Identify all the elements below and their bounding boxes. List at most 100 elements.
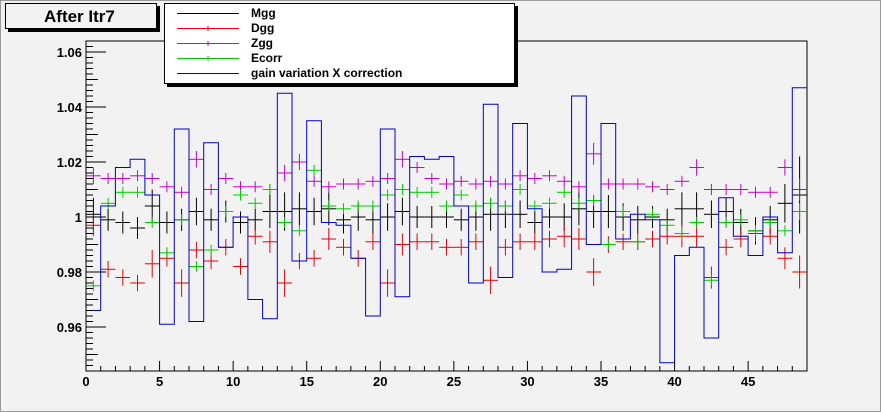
point-ecorr	[218, 206, 234, 217]
point-ecorr	[233, 189, 248, 201]
y-tick-label: 1.06	[57, 45, 82, 60]
point-zgg	[130, 170, 145, 182]
point-zgg	[365, 175, 381, 187]
point-dgg	[189, 241, 204, 259]
point-mgg	[409, 206, 425, 228]
point-dgg	[365, 233, 381, 250]
point-mgg	[453, 208, 469, 231]
point-zgg	[115, 173, 131, 184]
point-dgg	[762, 228, 778, 245]
point-mgg	[262, 195, 278, 228]
y-tick-label: 1.02	[57, 155, 82, 170]
point-zgg	[659, 184, 675, 195]
point-zgg	[792, 178, 807, 201]
point-zgg	[277, 164, 292, 182]
point-dgg	[277, 269, 292, 297]
point-ecorr	[674, 228, 690, 239]
point-dgg	[380, 269, 395, 297]
axis-layer: 0 5 10 15 20 25 30 35 40 45 0.96 0.98 1 1.02 1.04 1.06	[57, 40, 808, 389]
point-mgg	[292, 192, 307, 226]
point-ecorr	[468, 200, 484, 212]
point-dgg	[645, 230, 660, 248]
point-zgg	[144, 173, 160, 184]
point-ecorr	[762, 217, 778, 228]
point-ecorr	[453, 189, 469, 201]
point-zgg	[498, 178, 513, 190]
x-tick-label: 15	[299, 374, 313, 389]
point-zgg	[704, 184, 719, 195]
point-zgg	[100, 173, 116, 184]
point-zgg	[247, 181, 263, 193]
point-zgg	[86, 167, 101, 184]
point-dgg	[527, 233, 543, 250]
legend-label-zgg: Zgg	[251, 36, 273, 50]
x-tick-label: 40	[667, 374, 681, 389]
legend-entry-ecorr: Ecorr	[165, 51, 514, 66]
point-ecorr	[365, 200, 381, 212]
point-dgg	[512, 233, 528, 250]
point-ecorr	[262, 184, 278, 195]
point-mgg	[512, 200, 528, 228]
legend-symbol-ecorr	[177, 56, 239, 61]
point-dgg	[586, 258, 601, 286]
legend-symbol-mgg	[177, 13, 239, 14]
point-ecorr	[748, 225, 763, 237]
legend-label-mgg: Mgg	[251, 6, 276, 20]
point-dgg	[203, 252, 219, 270]
y-tick-label: 0.98	[57, 265, 82, 280]
point-mgg	[380, 203, 395, 231]
point-ecorr	[498, 200, 513, 212]
point-zgg	[380, 173, 395, 184]
point-mgg	[115, 211, 131, 234]
chart-title: After Itr7	[5, 3, 157, 29]
point-ecorr	[630, 236, 646, 248]
legend-entry-mgg: Mgg	[165, 6, 514, 21]
point-dgg	[571, 228, 587, 250]
point-ecorr	[704, 274, 719, 286]
point-mgg	[424, 206, 440, 228]
x-tick-label: 35	[594, 374, 608, 389]
x-tick-label: 45	[741, 374, 755, 389]
legend-label-dgg: Dgg	[251, 21, 275, 35]
point-ecorr	[336, 203, 351, 215]
point-zgg	[645, 181, 660, 193]
point-dgg	[424, 233, 440, 250]
point-dgg	[498, 239, 513, 256]
point-mgg	[630, 206, 646, 234]
point-zgg	[439, 178, 454, 190]
point-mgg	[100, 208, 116, 231]
point-mgg	[203, 208, 219, 231]
point-ecorr	[174, 214, 189, 226]
point-dgg	[144, 250, 160, 278]
point-ecorr	[571, 197, 587, 209]
point-ecorr	[115, 186, 131, 198]
point-ecorr	[733, 214, 749, 226]
point-zgg	[395, 151, 410, 168]
point-mgg	[527, 211, 543, 234]
x-tick-label: 5	[156, 374, 163, 389]
point-dgg	[306, 250, 322, 267]
x-tick-label: 30	[520, 374, 534, 389]
point-mgg	[777, 184, 793, 223]
point-zgg	[468, 178, 484, 190]
point-dgg	[395, 233, 410, 256]
point-ecorr	[556, 186, 572, 198]
point-ecorr	[792, 203, 807, 220]
point-mgg	[233, 211, 248, 234]
y-tick-label: 0.96	[57, 320, 82, 335]
point-dgg	[100, 261, 116, 278]
point-ecorr	[512, 184, 528, 195]
point-zgg	[453, 175, 469, 187]
point-zgg	[292, 153, 307, 171]
x-tick-label: 25	[447, 374, 461, 389]
point-ecorr	[100, 197, 116, 209]
point-zgg	[159, 181, 175, 193]
point-dgg	[718, 239, 734, 256]
legend-entry-zgg: Zgg	[165, 36, 514, 51]
point-zgg	[586, 142, 601, 165]
legend-symbol-gain-correction	[177, 73, 239, 74]
point-ecorr	[777, 225, 793, 237]
point-mgg	[674, 192, 690, 226]
point-ecorr	[130, 186, 145, 198]
